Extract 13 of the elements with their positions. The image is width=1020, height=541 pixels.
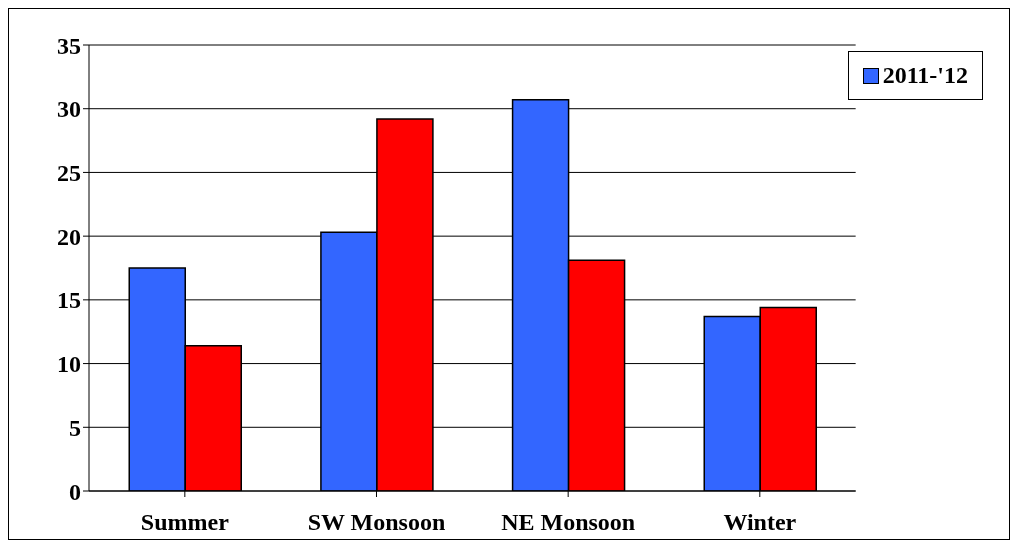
y-tick-label: 35: [57, 32, 81, 59]
y-tick-label: 0: [69, 478, 81, 505]
y-tick-label: 20: [57, 223, 81, 250]
y-tick-label: 15: [57, 287, 81, 314]
x-tick-label: Summer: [140, 509, 230, 536]
legend-label: 2011-'12: [882, 62, 968, 89]
x-tick-label: Winter: [723, 509, 797, 536]
x-tick-label: NE Monsoon: [501, 509, 636, 536]
y-tick-label: 10: [57, 351, 81, 378]
y-tick-label: 5: [69, 414, 81, 441]
y-tick-label: 25: [57, 159, 81, 186]
y-tick-label: 30: [57, 96, 81, 123]
x-tick-label: SW Monsoon: [307, 509, 446, 536]
